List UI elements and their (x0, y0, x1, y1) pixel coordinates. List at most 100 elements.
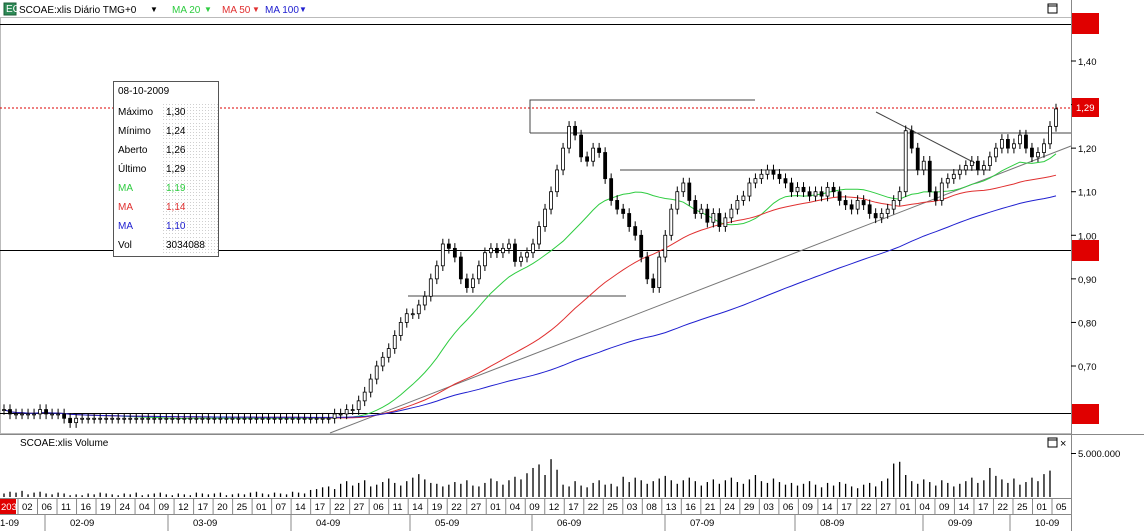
month-tick-label: 05-09 (435, 518, 459, 529)
candle-body (356, 400, 361, 410)
candle-body (344, 409, 349, 415)
info-value: 1,10 (166, 221, 186, 232)
candle-body (1054, 108, 1058, 127)
candle-body (951, 173, 956, 180)
candle-body (242, 417, 247, 420)
candle-body (158, 417, 163, 420)
candle-body (320, 417, 325, 420)
candle-body (663, 234, 668, 258)
candle-body (945, 178, 950, 184)
candle-body (879, 213, 884, 219)
candle-body (458, 256, 463, 280)
candle-body (278, 417, 283, 420)
chart-icon (3, 2, 17, 16)
day-tick-label: 25 (607, 502, 618, 513)
candle-body (675, 191, 680, 210)
day-tick-label: 07 (276, 502, 287, 513)
day-tick-label: 17 (315, 502, 326, 513)
candle-body (897, 191, 902, 201)
candle-body (398, 322, 403, 336)
symbol-title[interactable]: SCOAE:xlis Diário TMG+0 (19, 5, 137, 16)
lower-price-badge (1072, 404, 1099, 424)
volume-maximize-icon[interactable] (1047, 437, 1058, 448)
day-tick-label: 09 (802, 502, 813, 513)
info-row-ma: MA 1,10 (114, 217, 218, 236)
candle-body (969, 160, 974, 166)
candle-body (873, 213, 878, 219)
symbol-dropdown-icon[interactable]: ▼ (150, 5, 158, 14)
day-tick-label: 21 (705, 502, 716, 513)
candle-body (777, 173, 782, 180)
candle-body (753, 178, 758, 184)
day-tick-label: 22 (451, 502, 462, 513)
candle-body (537, 226, 541, 245)
info-date-row: 08-10-2009 (114, 82, 218, 101)
candle-body (68, 417, 73, 424)
ma100-line (3, 195, 1057, 418)
day-tick-label: 09 (939, 502, 950, 513)
candle-body (981, 165, 986, 171)
candle-body (314, 417, 319, 420)
candle-body (795, 186, 800, 193)
candle-body (501, 247, 505, 254)
candle-body (362, 391, 367, 402)
candle-body (464, 278, 469, 288)
candle-body (326, 417, 331, 420)
candle-body (416, 304, 421, 315)
candle-body (915, 147, 920, 171)
maximize-icon[interactable] (1047, 3, 1058, 14)
candle-body (230, 417, 235, 420)
candle-body (543, 208, 547, 227)
candle-body (591, 147, 596, 162)
candle-body (633, 226, 638, 236)
info-label: Máximo (118, 107, 154, 118)
candle-body (80, 417, 85, 420)
candle-body (428, 278, 433, 297)
candle-body (525, 252, 529, 258)
candle-body (723, 217, 728, 227)
candle-body (825, 186, 830, 197)
candle-body (176, 417, 181, 420)
day-tick-label: 22 (861, 502, 872, 513)
info-row-aberto: Aberto 1,26 (114, 141, 218, 160)
candle-body (615, 200, 620, 210)
price-tick-label: 1,00 (1078, 231, 1097, 242)
ma100-dropdown-icon[interactable]: ▼ (299, 5, 307, 14)
volume-close-icon[interactable]: × (1060, 438, 1066, 450)
candle-body (477, 265, 481, 280)
candle-body (579, 134, 583, 158)
info-value: 1,29 (166, 164, 186, 175)
ma20-dropdown-icon[interactable]: ▼ (204, 5, 212, 14)
candle-body (711, 213, 716, 223)
info-label: MA (118, 183, 133, 194)
day-tick-label: 29 (744, 502, 755, 513)
candle-body (2, 409, 6, 411)
day-tick-label: 24 (724, 502, 735, 513)
ma20-label[interactable]: MA 20 (172, 5, 201, 16)
day-tick-label: 12 (178, 502, 189, 513)
candle-body (380, 356, 385, 367)
candle-body (783, 178, 788, 184)
candle-body (290, 417, 295, 420)
candle-body (296, 417, 301, 420)
ma100-label[interactable]: MA 100 (265, 5, 299, 16)
candle-body (729, 208, 734, 219)
price-tick-label: 1,10 (1078, 188, 1097, 199)
info-label: MA (118, 202, 133, 213)
price-tick-label: 0,90 (1078, 275, 1097, 286)
candle-body (933, 191, 938, 201)
candle-body (489, 247, 493, 254)
candle-body (651, 278, 656, 288)
candle-body (609, 178, 614, 201)
candle-body (921, 160, 926, 171)
day-tick-label: 19 (100, 502, 111, 513)
candle-body (20, 413, 24, 416)
ma50-dropdown-icon[interactable]: ▼ (252, 5, 260, 14)
candle-body (146, 417, 151, 420)
candle-body (182, 417, 187, 420)
mid-price-badge (1072, 240, 1099, 261)
chart-icon-glyph: EG (6, 4, 21, 15)
day-tick-label: 22 (334, 502, 345, 513)
ma50-label[interactable]: MA 50 (222, 5, 251, 16)
